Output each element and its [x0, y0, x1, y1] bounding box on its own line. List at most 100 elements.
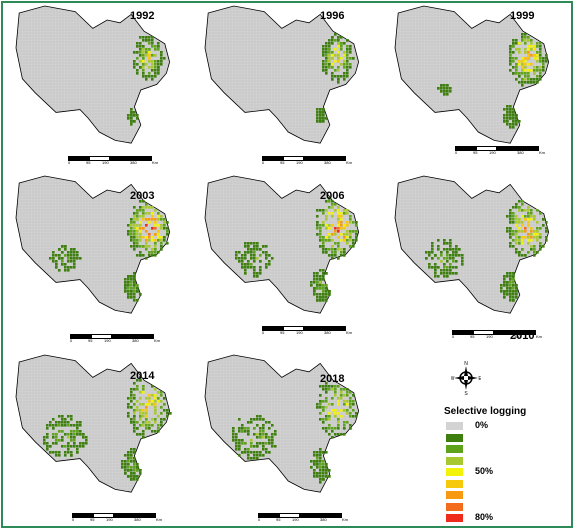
logging-cell [238, 418, 241, 421]
logging-cell [518, 242, 521, 245]
logging-cell [157, 427, 160, 430]
logging-cell [157, 42, 160, 45]
logging-cell [52, 254, 55, 257]
logging-cell [506, 227, 509, 230]
logging-cell [533, 236, 536, 239]
logging-cell [133, 290, 136, 293]
logging-cell [446, 87, 449, 90]
logging-cell [536, 233, 539, 236]
logging-cell [142, 415, 145, 418]
logging-cell [142, 227, 145, 230]
logging-cell [343, 400, 346, 403]
logging-cell [136, 63, 139, 66]
logging-cell [346, 394, 349, 397]
south-label: S [464, 391, 468, 396]
logging-cell [58, 430, 61, 433]
logging-cell [527, 63, 530, 66]
logging-cell [352, 403, 355, 406]
logging-cell [539, 69, 542, 72]
logging-cell [515, 224, 518, 227]
logging-cell [349, 236, 352, 239]
logging-cell [130, 120, 133, 123]
logging-cell [259, 254, 262, 257]
map-panel-1992 [15, 5, 171, 144]
logging-cell [130, 469, 133, 472]
logging-cell [331, 251, 334, 254]
logging-cell [437, 239, 440, 242]
logging-cell [139, 45, 142, 48]
logging-cell [133, 215, 136, 218]
logging-cell [322, 406, 325, 409]
logging-cell [322, 421, 325, 424]
logging-cell [512, 114, 515, 117]
legend-swatch [446, 456, 463, 465]
logging-cell [322, 293, 325, 296]
logging-cell [145, 406, 148, 409]
logging-cell [512, 239, 515, 242]
logging-cell [512, 42, 515, 45]
logging-cell [256, 436, 259, 439]
logging-cell [539, 72, 542, 75]
logging-cell [157, 230, 160, 233]
logging-cell [271, 433, 274, 436]
logging-cell [425, 257, 428, 260]
logging-cell [316, 457, 319, 460]
logging-cell [133, 424, 136, 427]
scale-tick-label: Km [346, 330, 352, 335]
logging-cell [328, 239, 331, 242]
logging-cell [524, 215, 527, 218]
logging-cell [130, 391, 133, 394]
logging-cell [154, 394, 157, 397]
logging-cell [247, 263, 250, 266]
logging-cell [437, 87, 440, 90]
logging-cell [337, 424, 340, 427]
logging-cell [524, 72, 527, 75]
logging-cell [133, 287, 136, 290]
logging-cell [449, 239, 452, 242]
logging-cell [235, 439, 238, 442]
logging-cell [262, 418, 265, 421]
logging-cell [136, 379, 139, 382]
logging-cell [271, 442, 274, 445]
logging-cell [256, 248, 259, 251]
logging-cell [527, 221, 530, 224]
logging-cell [160, 394, 163, 397]
logging-cell [346, 39, 349, 42]
logging-cell [256, 424, 259, 427]
logging-cell [524, 57, 527, 60]
logging-cell [428, 251, 431, 254]
logging-cell [346, 63, 349, 66]
logging-cell [328, 39, 331, 42]
logging-cell [530, 39, 533, 42]
logging-cell [241, 254, 244, 257]
logging-cell [139, 391, 142, 394]
logging-cell [142, 436, 145, 439]
logging-cell [127, 406, 130, 409]
logging-cell [142, 57, 145, 60]
logging-cell [133, 296, 136, 299]
logging-cell [527, 45, 530, 48]
logging-cell [142, 421, 145, 424]
logging-cell [443, 87, 446, 90]
logging-cell [452, 266, 455, 269]
logging-cell [533, 233, 536, 236]
logging-cell [142, 409, 145, 412]
logging-cell [232, 427, 235, 430]
logging-cell [67, 254, 70, 257]
logging-cell [313, 281, 316, 284]
logging-cell [70, 430, 73, 433]
logging-cell [434, 263, 437, 266]
legend-label: 80% [475, 512, 494, 522]
logging-cell [154, 251, 157, 254]
logging-cell [346, 236, 349, 239]
logging-cell [509, 111, 512, 114]
logging-cell [452, 251, 455, 254]
logging-cell [139, 397, 142, 400]
logging-cell [130, 275, 133, 278]
logging-cell [337, 397, 340, 400]
logging-cell [542, 57, 545, 60]
logging-cell [446, 251, 449, 254]
logging-cell [331, 63, 334, 66]
logging-cell [142, 385, 145, 388]
logging-cell [337, 257, 340, 260]
